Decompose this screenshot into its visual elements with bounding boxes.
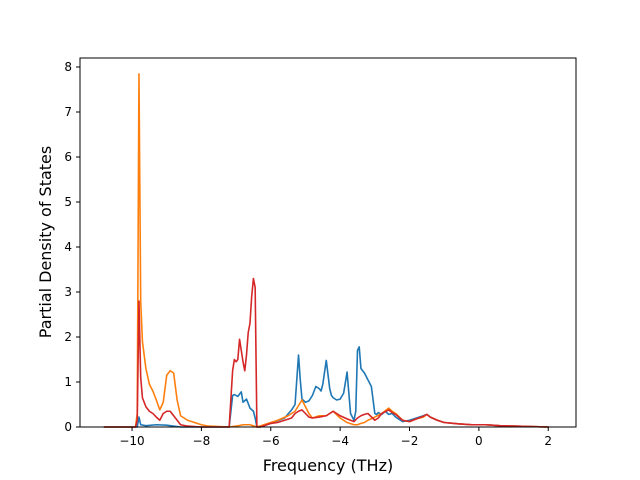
series-line-3 xyxy=(103,277,550,428)
y-tick-label: 6 xyxy=(64,150,72,164)
y-tick-label: 0 xyxy=(64,420,72,434)
x-tick-label: 2 xyxy=(544,434,552,448)
x-tick-label: −4 xyxy=(331,434,349,448)
x-axis-ticks: −10 −8 −6 −4 −2 0 2 xyxy=(119,427,552,448)
y-tick-label: 5 xyxy=(64,195,72,209)
y-tick-label: 4 xyxy=(64,240,72,254)
y-tick-label: 8 xyxy=(64,60,72,74)
plot-frame xyxy=(79,57,577,428)
y-tick-label: 1 xyxy=(64,375,72,389)
y-axis-ticks: 0 1 2 3 4 5 6 7 8 xyxy=(64,60,80,434)
series-layer xyxy=(103,72,550,428)
x-axis-label: Frequency (THz) xyxy=(263,456,393,475)
series-line-1 xyxy=(103,346,550,428)
x-tick-label: 0 xyxy=(475,434,483,448)
y-tick-label: 2 xyxy=(64,330,72,344)
series-line-2 xyxy=(103,72,550,428)
x-tick-label: −10 xyxy=(119,434,144,448)
x-tick-label: −6 xyxy=(262,434,280,448)
x-tick-label: −2 xyxy=(401,434,419,448)
y-tick-label: 7 xyxy=(64,105,72,119)
y-tick-label: 3 xyxy=(64,285,72,299)
x-tick-label: −8 xyxy=(193,434,211,448)
y-axis-label: Partial Density of States xyxy=(36,146,55,338)
